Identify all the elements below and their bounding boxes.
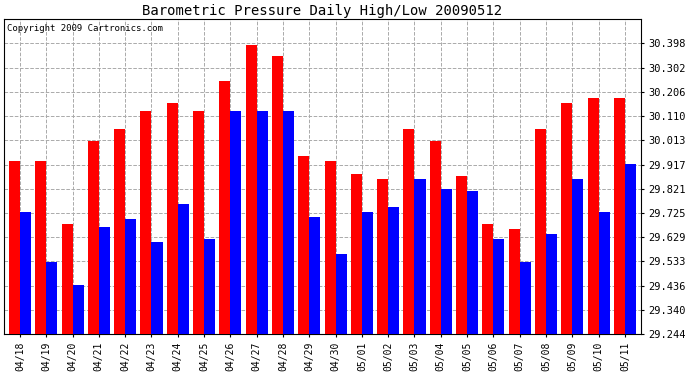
Bar <box>335 254 346 334</box>
Bar <box>283 111 294 334</box>
Bar <box>9 161 20 334</box>
Bar <box>377 179 388 334</box>
Bar <box>561 104 572 334</box>
Bar <box>257 111 268 334</box>
Bar <box>125 219 136 334</box>
Bar <box>178 204 189 334</box>
Title: Barometric Pressure Daily High/Low 20090512: Barometric Pressure Daily High/Low 20090… <box>142 4 502 18</box>
Bar <box>230 111 241 334</box>
Bar <box>482 224 493 334</box>
Bar <box>362 211 373 334</box>
Bar <box>404 129 415 334</box>
Bar <box>520 262 531 334</box>
Bar <box>441 189 452 334</box>
Bar <box>141 111 152 334</box>
Bar <box>535 129 546 334</box>
Text: Copyright 2009 Cartronics.com: Copyright 2009 Cartronics.com <box>8 24 164 33</box>
Bar <box>193 111 204 334</box>
Bar <box>114 129 125 334</box>
Bar <box>625 164 636 334</box>
Bar <box>61 224 72 334</box>
Bar <box>46 262 57 334</box>
Bar <box>456 176 467 334</box>
Bar <box>167 104 178 334</box>
Bar <box>599 211 610 334</box>
Bar <box>351 174 362 334</box>
Bar <box>219 81 230 334</box>
Bar <box>35 161 46 334</box>
Bar <box>72 285 83 334</box>
Bar <box>572 179 583 334</box>
Bar <box>88 141 99 334</box>
Bar <box>246 45 257 334</box>
Bar <box>20 211 31 334</box>
Bar <box>309 217 320 334</box>
Bar <box>324 161 335 334</box>
Bar <box>546 234 557 334</box>
Bar <box>415 179 426 334</box>
Bar <box>272 56 283 334</box>
Bar <box>430 141 441 334</box>
Bar <box>152 242 163 334</box>
Bar <box>614 98 625 334</box>
Bar <box>493 239 504 334</box>
Bar <box>204 239 215 334</box>
Bar <box>99 226 110 334</box>
Bar <box>467 191 478 334</box>
Bar <box>588 98 599 334</box>
Bar <box>388 207 400 334</box>
Bar <box>509 229 520 334</box>
Bar <box>298 156 309 334</box>
